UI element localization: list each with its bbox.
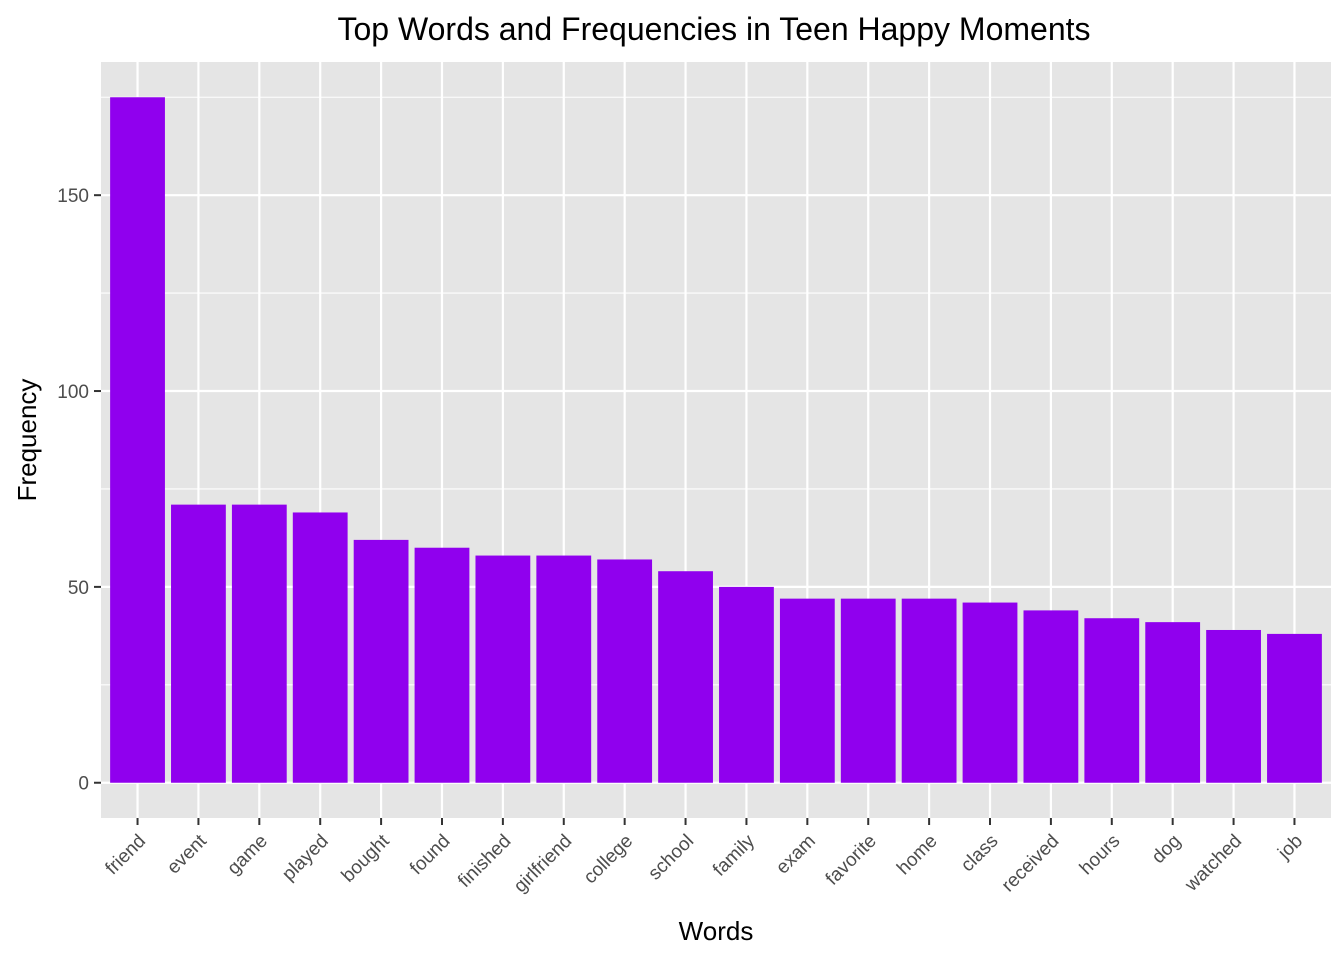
bar-watched <box>1206 629 1261 783</box>
x-tick-label: job <box>1274 831 1307 864</box>
y-tick-label: 100 <box>57 382 89 403</box>
x-tick-label: game <box>223 831 271 879</box>
x-tick-label: received <box>998 831 1064 897</box>
y-axis: 0 50 100 150 <box>57 186 101 795</box>
bar-played <box>292 512 348 783</box>
bar-family <box>719 586 774 783</box>
y-axis-title: Frequency <box>12 379 42 502</box>
bar-hours <box>1084 618 1140 783</box>
x-tick-label: played <box>278 831 332 885</box>
bar-college <box>597 559 653 783</box>
bar-job <box>1267 633 1322 783</box>
x-tick-label: finished <box>454 831 515 892</box>
x-tick-label: girlfriend <box>510 831 576 897</box>
bar-girlfriend <box>536 555 592 783</box>
bar-finished <box>475 555 531 783</box>
y-tick-label: 50 <box>68 578 89 599</box>
bar-game <box>231 504 287 783</box>
bar-dog <box>1145 622 1201 783</box>
bar-exam <box>779 598 835 783</box>
bar-bought <box>353 539 409 783</box>
x-tick-label: family <box>709 830 759 880</box>
bar-home <box>901 598 957 783</box>
bar-class <box>962 602 1018 783</box>
x-tick-label: college <box>580 831 637 888</box>
bar-received <box>1023 610 1079 783</box>
x-tick-label: favorite <box>822 831 881 890</box>
chart-title: Top Words and Frequencies in Teen Happy … <box>338 11 1091 47</box>
x-tick-label: friend <box>102 831 150 879</box>
x-tick-label: home <box>893 831 941 879</box>
x-tick-label: watched <box>1181 831 1247 897</box>
bar-school <box>658 571 713 783</box>
x-tick-label: class <box>957 831 1002 876</box>
bars-group <box>110 97 1322 783</box>
x-tick-label: event <box>163 830 211 878</box>
x-tick-label: school <box>644 831 698 885</box>
x-tick-label: hours <box>1076 831 1124 879</box>
x-tick-label: dog <box>1148 831 1185 868</box>
bar-event <box>171 504 226 783</box>
x-tick-label: exam <box>772 831 820 879</box>
x-axis-title: Words <box>679 916 754 946</box>
x-axis: friend event game played bought found finished… <box>102 818 1307 897</box>
y-tick-label: 0 <box>78 774 89 795</box>
x-tick-label: found <box>406 831 454 879</box>
bar-found <box>414 547 470 783</box>
bar-friend <box>110 97 165 783</box>
y-tick-label: 150 <box>57 186 89 207</box>
x-tick-label: bought <box>338 830 394 886</box>
bar-favorite <box>840 598 896 783</box>
